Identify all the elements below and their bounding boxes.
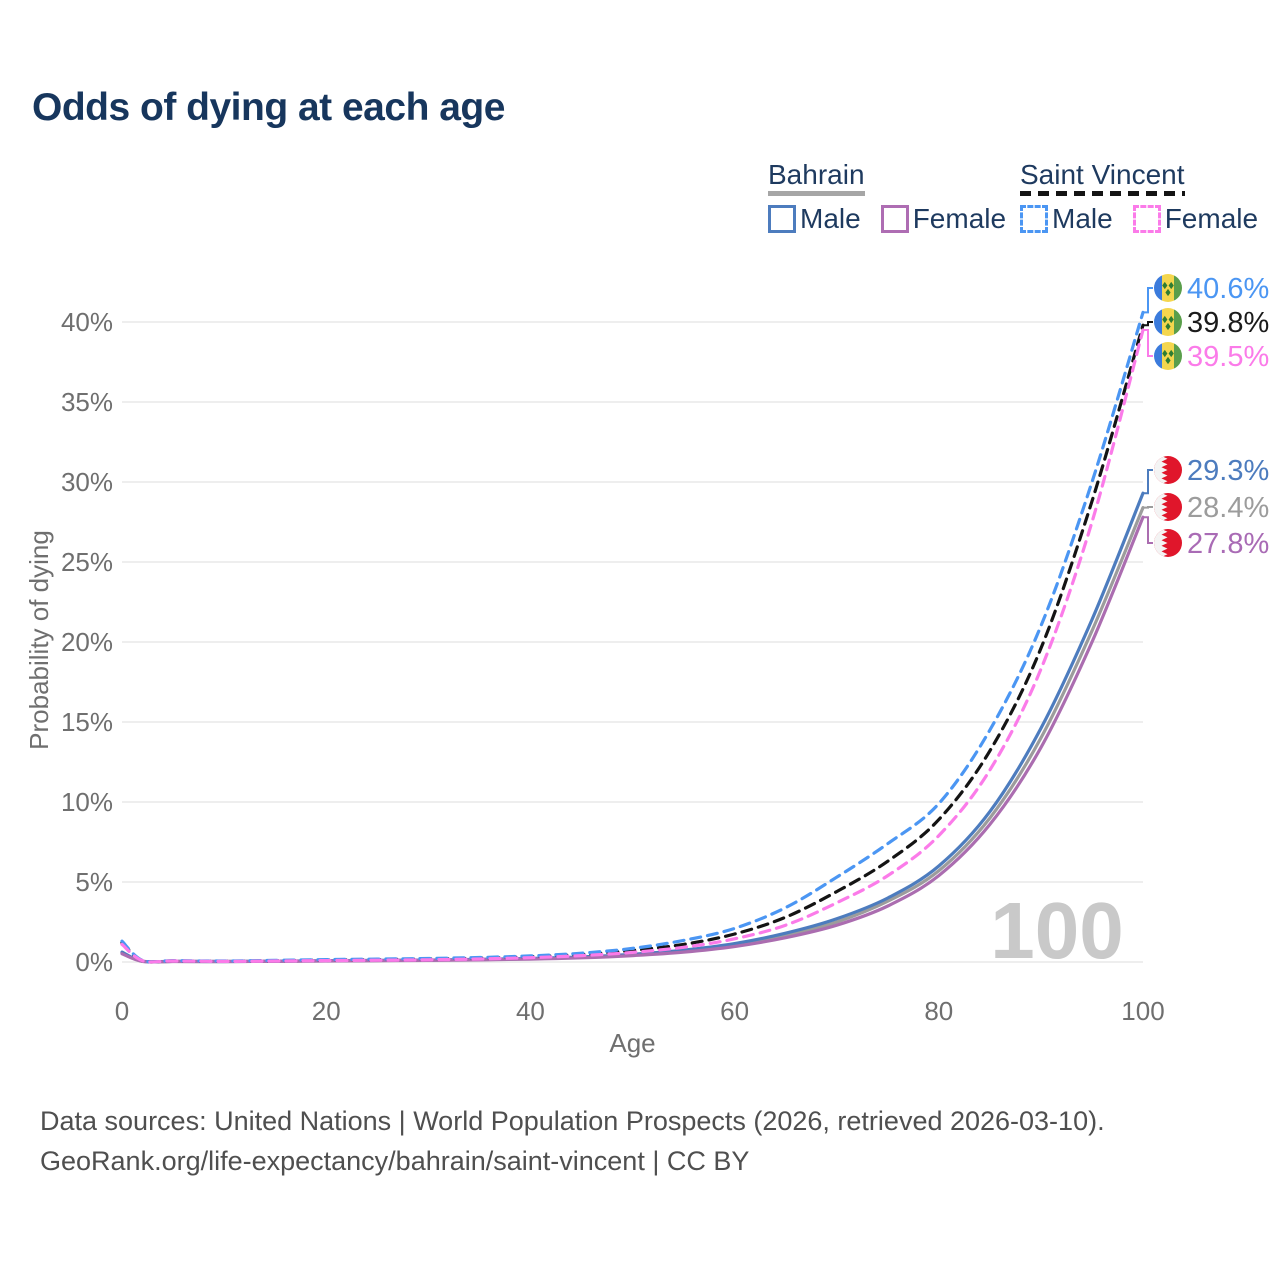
x-tick-label: 100: [1121, 996, 1164, 1026]
x-tick-label: 80: [924, 996, 953, 1026]
legend-group-saint-vincent: Saint Vincent Male Female: [1020, 160, 1258, 235]
legend-group-title: Saint Vincent: [1020, 159, 1185, 190]
y-tick-label: 5%: [75, 867, 113, 897]
y-tick-label: 25%: [61, 547, 113, 577]
series-line-saint-vincent-all: [120, 323, 1145, 964]
y-tick-label: 35%: [61, 387, 113, 417]
bahrain-flag-icon: [1154, 529, 1182, 557]
label-connector: [1143, 506, 1153, 509]
bahrain-flag-icon: [1154, 456, 1182, 484]
label-connector: [1143, 516, 1153, 544]
series-end-value: 39.8%: [1187, 307, 1269, 339]
series-end-value: 27.8%: [1187, 528, 1269, 560]
x-tick-label: 0: [115, 996, 129, 1026]
saint-vincent-flag-icon: [1154, 274, 1182, 302]
series-end-value: 28.4%: [1187, 492, 1269, 524]
legend-swatch-icon: [1132, 205, 1161, 233]
page-title: Odds of dying at each age: [32, 86, 505, 129]
legend-item-saint-vincent-female[interactable]: Female: [1132, 203, 1259, 235]
legend-line-sample: [768, 191, 865, 196]
legend-item-label: Female: [1164, 203, 1259, 234]
age-watermark: 100: [990, 886, 1123, 975]
series-line-saint-vincent-male: [120, 310, 1145, 964]
x-axis-title: Age: [609, 1028, 655, 1058]
series-end-value: 39.5%: [1187, 341, 1269, 373]
legend-group-header: Saint Vincent: [1020, 160, 1185, 196]
y-axis-title: Probability of dying: [24, 530, 54, 750]
x-tick-label: 40: [516, 996, 545, 1026]
legend-item-label: Male: [1052, 203, 1113, 234]
legend-item-saint-vincent-male[interactable]: Male: [1020, 203, 1113, 235]
legend-line-sample: [1020, 191, 1185, 196]
label-connector: [1143, 469, 1153, 495]
label-connector: [1143, 321, 1153, 327]
label-connector: [1143, 287, 1153, 314]
y-tick-label: 15%: [61, 707, 113, 737]
bahrain-flag-icon: [1154, 493, 1182, 521]
legend-group-header: Bahrain: [768, 160, 865, 196]
saint-vincent-flag-icon: [1154, 308, 1182, 336]
y-tick-label: 0%: [75, 947, 113, 977]
attribution-link-text[interactable]: GeoRank.org/life-expectancy/bahrain/sain…: [40, 1146, 750, 1176]
series-end-value: 29.3%: [1187, 455, 1269, 487]
legend-swatch-icon: [768, 205, 796, 233]
line-chart: 100 0% 5% 10% 15% 20% 25% 30% 35% 40% 0 20 40 60 80 100…: [24, 273, 1269, 1058]
legend-item-label: Male: [800, 203, 861, 234]
y-tick-label: 40%: [61, 307, 113, 337]
y-tick-label: 20%: [61, 627, 113, 657]
label-connector: [1143, 329, 1153, 357]
legend-swatch-icon: [880, 205, 909, 233]
saint-vincent-flag-icon: [1154, 342, 1182, 370]
x-tick-label: 20: [312, 996, 341, 1026]
data-sources-text: Data sources: United Nations | World Pop…: [40, 1106, 1105, 1136]
x-tick-label: 60: [720, 996, 749, 1026]
legend-item-label: Female: [912, 203, 1007, 234]
y-tick-label: 10%: [61, 787, 113, 817]
legend-group-bahrain: Bahrain Male Female: [768, 160, 1006, 235]
legend-item-bahrain-female[interactable]: Female: [880, 203, 1007, 235]
series-line-saint-vincent-female: [120, 328, 1145, 964]
series-end-value: 40.6%: [1187, 273, 1269, 305]
legend-swatch-icon: [1020, 205, 1048, 233]
legend-group-title: Bahrain: [768, 159, 865, 190]
legend-item-bahrain-male[interactable]: Male: [768, 203, 861, 235]
y-tick-label: 30%: [61, 467, 113, 497]
